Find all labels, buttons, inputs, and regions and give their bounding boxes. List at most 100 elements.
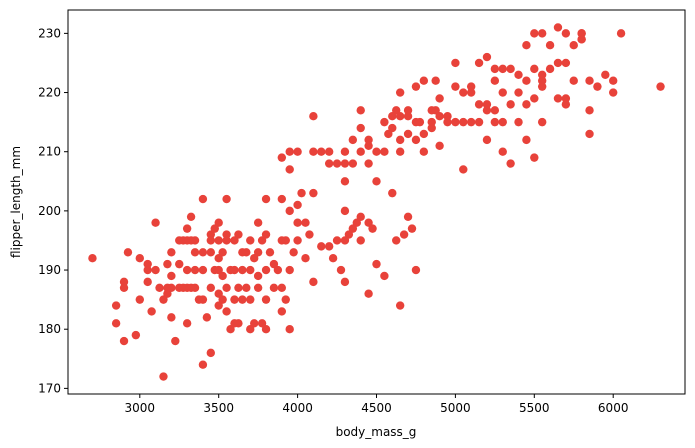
data-point bbox=[403, 112, 413, 121]
data-point bbox=[407, 224, 417, 233]
data-point bbox=[656, 82, 665, 91]
data-point bbox=[427, 123, 436, 133]
data-point bbox=[317, 242, 326, 251]
data-point bbox=[395, 88, 405, 97]
data-point bbox=[506, 159, 515, 168]
data-point bbox=[198, 194, 208, 204]
data-point bbox=[530, 64, 539, 74]
data-point bbox=[190, 248, 200, 257]
data-point bbox=[163, 289, 172, 298]
data-point bbox=[277, 153, 287, 162]
data-point bbox=[348, 224, 358, 233]
data-point bbox=[143, 277, 152, 287]
data-point bbox=[364, 218, 373, 227]
data-point bbox=[431, 76, 440, 85]
data-point bbox=[482, 100, 492, 109]
data-point bbox=[285, 325, 294, 334]
data-point bbox=[451, 58, 460, 68]
data-point bbox=[301, 218, 310, 227]
data-point bbox=[474, 100, 484, 109]
data-point bbox=[514, 117, 523, 127]
data-point bbox=[522, 41, 531, 50]
data-point bbox=[395, 147, 405, 156]
data-point bbox=[395, 301, 405, 310]
data-point bbox=[553, 94, 563, 103]
data-point bbox=[403, 106, 413, 115]
data-point bbox=[490, 106, 500, 115]
data-point bbox=[265, 248, 275, 257]
data-point bbox=[459, 117, 468, 127]
data-point bbox=[537, 29, 547, 38]
data-point bbox=[293, 147, 302, 156]
data-point bbox=[415, 117, 425, 127]
data-point bbox=[309, 277, 318, 287]
data-point bbox=[356, 212, 365, 221]
data-point bbox=[451, 117, 460, 127]
data-point bbox=[246, 236, 255, 245]
data-point bbox=[222, 194, 231, 204]
data-point bbox=[88, 254, 97, 263]
data-point bbox=[214, 289, 223, 298]
data-point bbox=[285, 265, 294, 275]
data-point bbox=[577, 29, 586, 38]
y-tick-label: 180 bbox=[38, 322, 61, 336]
data-point bbox=[609, 76, 618, 85]
data-point bbox=[506, 64, 515, 74]
data-point bbox=[474, 58, 484, 68]
plot-frame bbox=[67, 9, 686, 395]
data-point bbox=[474, 117, 484, 127]
data-point bbox=[111, 319, 121, 328]
data-point bbox=[206, 236, 216, 245]
data-point bbox=[348, 135, 358, 145]
data-point bbox=[372, 147, 381, 156]
data-point bbox=[356, 106, 365, 115]
data-point bbox=[246, 325, 255, 334]
data-point bbox=[253, 218, 263, 227]
y-tick-label: 220 bbox=[38, 86, 61, 100]
data-point bbox=[171, 336, 180, 346]
data-point bbox=[395, 112, 405, 121]
data-point bbox=[616, 29, 626, 38]
y-tick-label: 230 bbox=[38, 26, 61, 40]
data-point bbox=[167, 283, 176, 292]
data-point bbox=[411, 135, 421, 145]
data-point bbox=[163, 259, 172, 269]
data-point bbox=[305, 230, 314, 239]
data-point bbox=[309, 188, 318, 198]
data-point bbox=[380, 271, 389, 281]
data-point bbox=[537, 117, 547, 127]
data-point bbox=[242, 283, 251, 292]
data-point bbox=[530, 94, 539, 103]
data-point bbox=[261, 194, 271, 204]
data-point bbox=[384, 129, 393, 139]
x-axis: 3000 3500 4000 4500 5000 5500 6000 bbox=[125, 394, 628, 415]
data-point bbox=[222, 307, 231, 316]
data-point bbox=[388, 188, 397, 198]
data-point bbox=[214, 254, 223, 263]
data-point bbox=[451, 82, 460, 91]
y-tick-label: 210 bbox=[38, 145, 61, 159]
data-point bbox=[545, 41, 555, 50]
data-point bbox=[601, 70, 610, 79]
data-point bbox=[226, 325, 235, 334]
data-point bbox=[289, 248, 298, 257]
data-point bbox=[435, 94, 444, 103]
data-point bbox=[198, 265, 208, 275]
data-point bbox=[210, 224, 219, 233]
data-point bbox=[585, 106, 594, 115]
x-tick-label: 5000 bbox=[440, 401, 471, 415]
data-point bbox=[273, 265, 283, 275]
data-point bbox=[147, 307, 156, 316]
data-point bbox=[569, 41, 578, 50]
data-point bbox=[411, 82, 421, 91]
data-point bbox=[522, 76, 531, 85]
data-point bbox=[553, 58, 563, 68]
data-point bbox=[368, 224, 377, 233]
data-point bbox=[498, 117, 507, 127]
data-point bbox=[230, 265, 239, 275]
data-point bbox=[222, 283, 231, 292]
data-point bbox=[238, 265, 247, 275]
data-point bbox=[609, 88, 618, 97]
data-point bbox=[537, 70, 547, 79]
data-point bbox=[222, 236, 231, 245]
